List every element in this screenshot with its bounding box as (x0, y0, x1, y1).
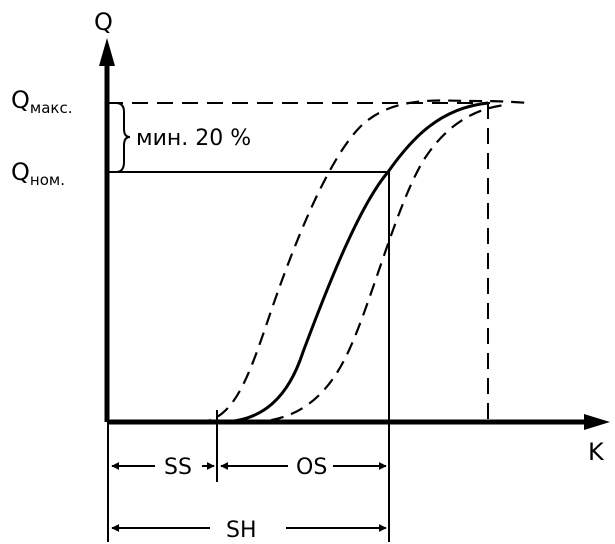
y-axis-label: Q (94, 8, 113, 36)
min-20-annotation: мин. 20 % (136, 126, 251, 151)
ss-label: SS (164, 455, 192, 480)
ss-dimension: SS (111, 455, 215, 480)
os-dimension: OS (220, 455, 387, 480)
q-max-label: Qмакс. (11, 86, 72, 117)
characteristic-curves (197, 99, 529, 424)
y-axis-arrow (99, 38, 115, 66)
q-nom-label: Qном. (11, 158, 65, 189)
tolerance-curve-right (249, 103, 506, 424)
axes (99, 38, 610, 430)
tolerance-curve-left (197, 99, 529, 424)
x-axis-label: K (588, 438, 605, 466)
nominal-curve (219, 101, 489, 424)
min-20-brace (115, 102, 131, 173)
sh-label: SH (226, 518, 257, 543)
os-label: OS (296, 455, 327, 480)
sh-dimension: SH (111, 518, 387, 543)
x-axis-arrow (584, 414, 610, 430)
